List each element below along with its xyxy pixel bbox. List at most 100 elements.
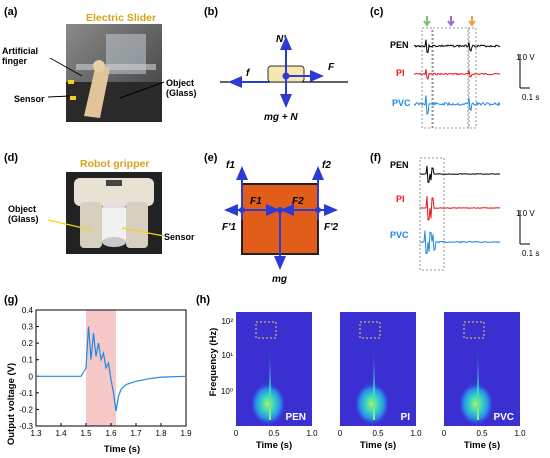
h-xlabel: Time (s) <box>464 440 500 451</box>
panel-a-photo <box>66 24 162 122</box>
signal-trace-PVC <box>413 95 501 116</box>
electric-slider-title: Electric Slider <box>86 12 157 24</box>
g-ytick-label: 0.4 <box>22 306 34 315</box>
h-xlabel: Time (s) <box>256 440 292 451</box>
signal-trace-PVC-f <box>419 230 501 255</box>
g-ytick-label: -0.1 <box>19 389 33 398</box>
label-f: f <box>246 68 251 79</box>
label-f1: f1 <box>226 160 235 171</box>
object-glass-label-d: Object (Glass) <box>8 204 39 224</box>
signal-label-PI-f: PI <box>396 194 405 204</box>
signal-trace-PI-f <box>419 196 501 221</box>
g-xtick-label: 1.8 <box>155 429 167 438</box>
g-ylabel: Output voltage (V) <box>6 363 17 445</box>
h-xtick-label: 1.0 <box>514 429 526 438</box>
g-xtick-label: 1.5 <box>80 429 92 438</box>
label-F1: F1 <box>250 196 262 207</box>
g-xtick-label: 1.4 <box>55 429 67 438</box>
signal-label-PEN-f: PEN <box>390 160 409 170</box>
artificial-finger-label: Artificial finger <box>2 46 39 66</box>
spectrogram-label: PI <box>401 412 411 423</box>
dashed-highlight-box <box>255 321 277 339</box>
h-xtick-label: 0.5 <box>476 429 488 438</box>
g-ytick-label: 0.2 <box>22 339 34 348</box>
panel-b-label: (b) <box>204 6 219 18</box>
g-ytick-label: 0.1 <box>22 356 34 365</box>
label-F2-prime: F'2 <box>324 222 338 233</box>
panel-d-photo <box>66 172 162 254</box>
signals-c: PEN PI PVC 1.0 V 0.1 s <box>390 16 539 129</box>
h-xtick-label: 0.5 <box>268 429 280 438</box>
spectrogram-label: PVC <box>493 412 514 423</box>
g-ytick-label: 0.3 <box>22 323 34 332</box>
panel-d-label: (d) <box>4 152 19 164</box>
energy-streak <box>269 346 271 420</box>
panel-c-label: (c) <box>370 6 384 18</box>
g-xtick-label: 1.6 <box>105 429 117 438</box>
g-ytick-label: 0 <box>29 372 34 381</box>
dashed-box-3 <box>467 27 477 129</box>
h-xtick-label: 0.5 <box>372 429 384 438</box>
h-ytick-label: 10¹ <box>221 351 233 360</box>
scale-v-label: 1.0 V <box>516 53 535 62</box>
label-f2: f2 <box>322 160 331 171</box>
energy-blob <box>458 382 494 426</box>
arrow-purple-icon <box>447 16 455 27</box>
h-xtick-label: 0 <box>442 429 447 438</box>
electric-slider-photo <box>66 24 162 122</box>
h-ylabel: Frequency (Hz) <box>208 328 219 397</box>
g-ytick-label: -0.2 <box>19 405 33 414</box>
sensor-label-d: Sensor <box>164 232 195 242</box>
g-xtick-label: 1.9 <box>180 429 192 438</box>
highlight-band <box>86 310 116 426</box>
dashed-box-1 <box>421 27 433 129</box>
energy-streak <box>373 346 375 420</box>
scale-t-label-f: 0.1 s <box>522 249 539 258</box>
label-F2: F2 <box>292 196 304 207</box>
spectrogram-panels: Frequency (Hz) PEN 0 0.5 1.0 Time (s) PI 0 0.5 1… <box>208 312 526 451</box>
free-body-diagram-b: N' f F mg + N <box>220 34 348 123</box>
h-xtick-label: 0 <box>234 429 239 438</box>
dashed-box-f <box>419 157 445 271</box>
panel-g-label: (g) <box>4 294 19 306</box>
g-xtick-label: 1.7 <box>130 429 142 438</box>
energy-streak <box>477 346 479 420</box>
signal-trace-PEN <box>413 39 501 53</box>
panel-a-label: (a) <box>4 6 18 18</box>
signal-label-PEN: PEN <box>390 40 409 50</box>
signal-label-PVC: PVC <box>392 98 411 108</box>
label-N-prime: N' <box>276 34 286 45</box>
dashed-box-2 <box>432 27 470 129</box>
signal-trace-PEN-f <box>419 165 501 183</box>
label-mg-N: mg + N <box>264 112 298 123</box>
signals-f: PEN PI PVC 1.0 V 0.1 s <box>390 157 539 271</box>
g-xtick-label: 1.3 <box>30 429 42 438</box>
scale-t-label: 0.1 s <box>522 93 539 102</box>
scale-v-label-f: 1.0 V <box>516 209 535 218</box>
free-body-diagram-e: f1 f2 F1 F2 F'1 F'2 mg <box>222 160 338 285</box>
voltage-line <box>36 326 187 412</box>
label-mg-e: mg <box>272 274 287 285</box>
label-F1-prime: F'1 <box>222 222 236 233</box>
signal-trace-PI <box>413 69 501 80</box>
h-ytick-label: 10² <box>221 317 233 326</box>
object-glass-label-a: Object (Glass) <box>166 78 197 98</box>
panel-h-label: (h) <box>196 294 211 306</box>
dashed-highlight-box <box>359 321 381 339</box>
robot-gripper-title: Robot gripper <box>80 158 150 170</box>
dashed-highlight-box <box>463 321 485 339</box>
robot-gripper-photo <box>66 172 162 254</box>
h-ytick-label: 10⁰ <box>221 387 233 396</box>
arrow-orange-icon <box>468 16 476 27</box>
h-xtick-label: 1.0 <box>410 429 422 438</box>
arrow-green-icon <box>423 16 431 27</box>
label-F: F <box>328 62 335 73</box>
voltage-chart: Output voltage (V) Time (s) 1.3 1.4 1.5 1.6… <box>6 306 192 455</box>
g-ytick-label: -0.3 <box>19 422 33 431</box>
energy-blob <box>354 382 390 426</box>
panel-e-label: (e) <box>204 152 218 164</box>
h-xtick-label: 1.0 <box>306 429 318 438</box>
signal-label-PI: PI <box>396 68 405 78</box>
sensor-label-a: Sensor <box>14 94 45 104</box>
energy-blob <box>250 382 286 426</box>
